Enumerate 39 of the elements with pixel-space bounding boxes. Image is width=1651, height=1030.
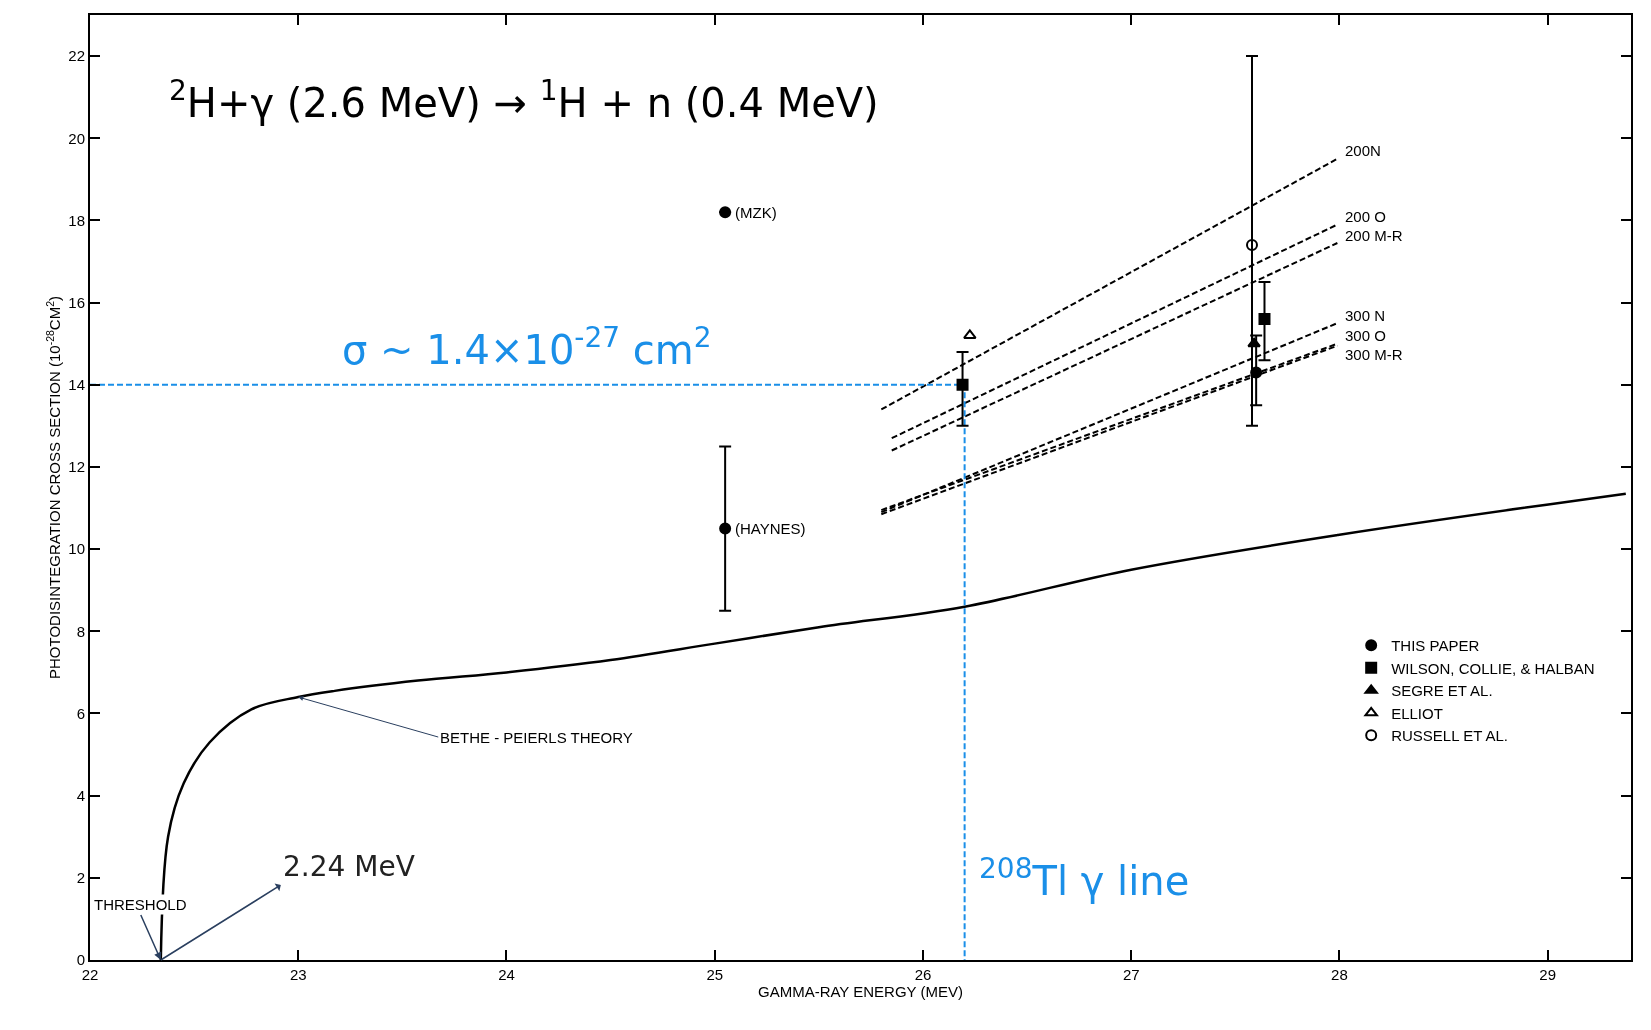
y-tick-label: 20 — [68, 129, 85, 147]
x-tick-label: 29 — [1539, 966, 1557, 983]
series-label: 300 O — [1345, 327, 1386, 344]
annotation: $^{208}$Tl γ line — [979, 852, 1190, 904]
legend-label: THIS PAPER — [1391, 637, 1480, 655]
x-tick-label: 28 — [1331, 966, 1348, 983]
x-axis-title: GAMMA-RAY ENERGY (MEV) — [757, 983, 964, 1000]
annotation: THRESHOLD — [94, 896, 187, 913]
annotation: $^{2}$H+γ (2.6 MeV) → $^{1}$H + n (0.4 MeV) — [169, 74, 879, 126]
y-tick-label: 10 — [68, 540, 85, 558]
y-tick-label: 6 — [76, 704, 85, 722]
y-tick-label: 18 — [68, 211, 85, 229]
series-label: 200 M-R — [1345, 227, 1403, 244]
annotation: (HAYNES) — [735, 520, 806, 537]
x-tick-label: 24 — [498, 966, 515, 983]
y-tick-label: 16 — [68, 293, 85, 311]
y-tick-label: 0 — [76, 951, 85, 969]
x-tick-label: 26 — [914, 966, 932, 983]
y-tick-label: 14 — [68, 376, 85, 394]
y-tick-label: 12 — [68, 458, 85, 476]
x-tick-label: 25 — [706, 966, 724, 983]
legend-label: ELLIOT — [1391, 704, 1443, 722]
legend-label: WILSON, COLLIE, & HALBAN — [1391, 659, 1595, 677]
series-label: 200N — [1345, 142, 1381, 159]
y-tick-label: 8 — [76, 622, 85, 640]
series-label: 300 M-R — [1345, 346, 1403, 363]
legend-label: RUSSELL ET AL. — [1391, 727, 1508, 745]
y-tick-label: 2 — [76, 869, 85, 887]
legend-label: SEGRE ET AL. — [1391, 682, 1493, 700]
text: BETHE - PEIERLS THEORY — [440, 729, 633, 746]
y-tick-label: 22 — [68, 47, 85, 65]
series-label: 200 O — [1345, 208, 1386, 225]
annotation: 2.24 MeV — [283, 850, 415, 883]
x-tick-label: 23 — [289, 966, 307, 983]
x-tick-label: 27 — [1122, 966, 1140, 983]
annotation: (MZK) — [735, 204, 777, 221]
y-tick-label: 4 — [76, 786, 85, 804]
annotation: σ ~ 1.4×10$^{-27}$ cm$^{2}$ — [342, 321, 712, 373]
series-label: 300 N — [1345, 307, 1386, 324]
